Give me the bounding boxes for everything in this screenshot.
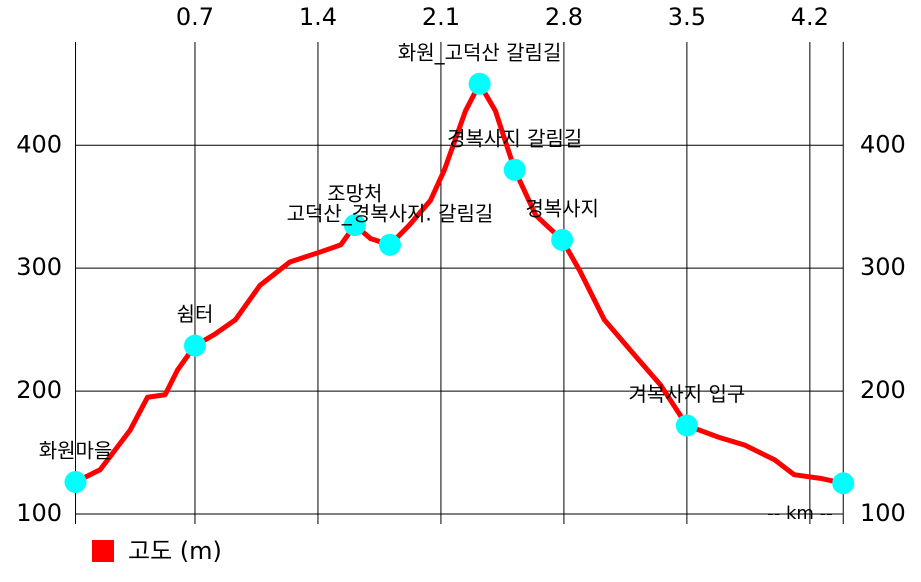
x-tick-label: 3.5 <box>668 3 706 31</box>
waypoint <box>183 334 206 357</box>
waypoint <box>343 214 366 237</box>
waypoint <box>378 233 401 256</box>
x-tick-label: 2.8 <box>545 3 583 31</box>
y-tick-label: 300 <box>16 253 62 281</box>
waypoint <box>64 471 87 494</box>
frame <box>75 42 844 524</box>
waypoint-label: 겨복사지 입구 <box>629 382 746 406</box>
waypoint <box>468 72 491 95</box>
waypoint-label: 고덕산_경복사지. 갈림길 <box>287 201 494 225</box>
x-tick-label: 2.1 <box>422 3 460 31</box>
waypoint <box>503 158 526 181</box>
x-tick-label: 0.7 <box>176 3 214 31</box>
waypoint-label: 조망처 <box>327 182 382 206</box>
waypoint-label: 화원마을 <box>39 439 113 463</box>
y-tick-label: 400 <box>16 130 62 158</box>
waypoint-label: 쉼터 <box>177 302 214 326</box>
legend-swatch <box>92 540 114 562</box>
y-tick-label: 200 <box>16 376 62 404</box>
waypoint-label: 화원_고덕산 갈림길 <box>398 40 562 64</box>
y2-tick-label: 200 <box>860 376 906 404</box>
waypoint <box>832 472 855 495</box>
y2-tick-label: 300 <box>860 253 906 281</box>
waypoint-label: 경복사지 <box>525 196 599 220</box>
legend-label: 고도 (m) <box>128 537 222 565</box>
waypoint <box>675 414 698 437</box>
x-tick-label: 1.4 <box>299 3 337 31</box>
x-tick-label: 4.2 <box>791 3 829 31</box>
waypoint-label: 경복사지 갈림길 <box>447 126 582 150</box>
y2-tick-label: 100 <box>860 499 906 527</box>
y-tick-label: 100 <box>16 499 62 527</box>
waypoint <box>551 228 574 251</box>
y2-tick-label: 400 <box>860 130 906 158</box>
